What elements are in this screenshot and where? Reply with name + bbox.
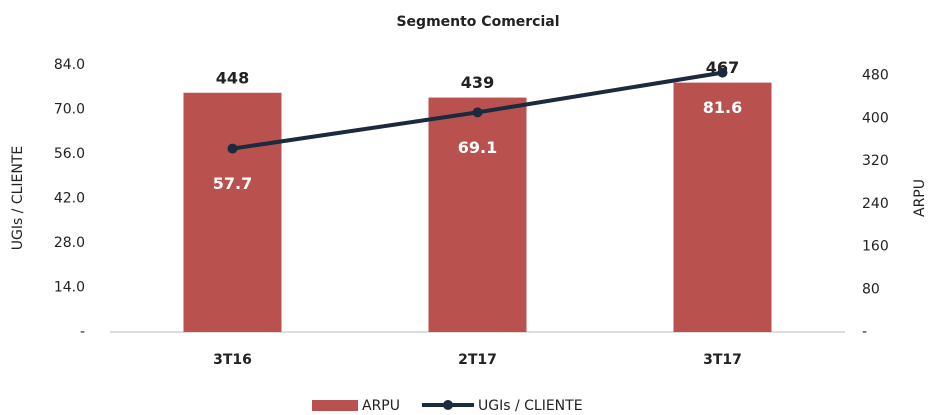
y-tick-label: 28.0 [54,235,85,251]
bar [183,92,282,332]
y-tick-label: 70.0 [54,102,85,118]
line-point [472,107,483,118]
bar [673,82,772,332]
line-point [227,143,238,154]
legend-swatch [443,400,453,410]
y2-tick-label: - [862,324,867,340]
line-value-label: 69.1 [458,138,497,157]
legend-label: ARPU [362,398,400,414]
bar [428,97,527,332]
y-tick-label: - [80,324,85,340]
y2-axis-title: ARPU [912,179,928,217]
x-tick-label: 3T16 [213,352,252,368]
y2-tick-label: 240 [862,196,889,212]
legend-swatch [312,400,358,411]
y-tick-label: 42.0 [54,191,85,207]
line-value-label: 57.7 [213,174,252,193]
bar-value-label: 448 [216,68,249,87]
y-tick-label: 56.0 [54,146,85,162]
y-tick-label: 14.0 [54,280,85,296]
y2-tick-label: 80 [862,281,880,297]
line-value-label: 81.6 [703,98,742,117]
x-tick-label: 3T17 [703,352,742,368]
y2-tick-label: 400 [862,110,889,126]
bar-value-label: 439 [461,73,494,92]
y2-tick-label: 320 [862,153,889,169]
y2-tick-label: 160 [862,239,889,255]
y-tick-label: 84.0 [54,57,85,73]
y2-tick-label: 480 [862,68,889,84]
line-point [717,67,728,78]
legend-label: UGIs / CLIENTE [478,398,583,414]
y-axis-title: UGIs / CLIENTE [10,146,26,251]
chart-title: Segmento Comercial [396,14,559,30]
x-tick-label: 2T17 [458,352,497,368]
